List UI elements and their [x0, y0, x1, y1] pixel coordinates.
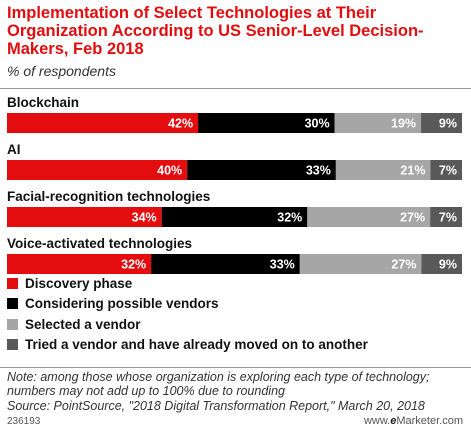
bar-segment: [7, 160, 188, 180]
legend-label: Discovery phase: [25, 275, 133, 291]
data-label: 42%: [168, 117, 193, 131]
brand-link[interactable]: www.eMarketer.com: [364, 415, 463, 427]
legend-label: Tried a vendor and have already moved on…: [25, 337, 368, 353]
category-label: Voice-activated technologies: [7, 236, 192, 251]
category-label: Facial-recognition technologies: [7, 189, 210, 204]
bar-segment: [430, 207, 462, 227]
category-label: Blockchain: [7, 95, 79, 110]
data-label: 27%: [391, 258, 416, 272]
source-text: Source: PointSource, "2018 Digital Trans…: [7, 398, 425, 413]
bottom-divider: [0, 367, 471, 368]
chart-note: Note: among those whose organization is …: [7, 370, 467, 413]
note-text: Note: among those whose organization is …: [7, 370, 430, 399]
bar-segment: [7, 207, 162, 227]
chart-title: Implementation of Select Technologies at…: [7, 4, 424, 58]
data-label: 27%: [400, 211, 425, 225]
stacked-bar-chart: Blockchain 42% 30% 19% 9% AI 40% 33% 21% 7% Facial…: [7, 95, 462, 274]
legend-swatch: [7, 277, 18, 289]
brand-rest: Marketer.com: [396, 415, 463, 427]
chart-id: 236193: [7, 416, 41, 427]
data-label: 33%: [270, 258, 295, 272]
legend-label: Considering possible vendors: [25, 296, 219, 312]
legend-swatch: [7, 339, 18, 351]
bar-segment: [161, 207, 308, 227]
legend-label: Selected a vendor: [25, 316, 141, 332]
legend-swatch: [7, 318, 18, 330]
data-label: 21%: [400, 164, 425, 178]
bar-segment: [7, 113, 199, 133]
legend-item-selected: Selected a vendor: [7, 314, 368, 335]
bar-segment: [307, 207, 431, 227]
data-label: 19%: [391, 117, 416, 131]
bar-segment: [430, 160, 462, 180]
chart-subtitle: % of respondents: [7, 63, 116, 79]
bar-segment: [421, 254, 462, 274]
legend-item-considering: Considering possible vendors: [7, 294, 368, 315]
data-label: 40%: [157, 164, 182, 178]
data-label: 34%: [132, 211, 157, 225]
top-divider: [0, 88, 471, 89]
data-label: 9%: [439, 258, 457, 272]
data-label: 7%: [439, 164, 457, 178]
data-label: 32%: [121, 258, 146, 272]
bar-segment: [421, 113, 462, 133]
bar-segment: [187, 160, 336, 180]
bar-segment: [151, 254, 300, 274]
brand-e: e: [390, 415, 397, 427]
bar-segment: [7, 254, 152, 274]
legend-swatch: [7, 298, 18, 310]
data-label: 32%: [277, 211, 302, 225]
bar-segment: [198, 113, 335, 133]
legend-item-tried-moved-on: Tried a vendor and have already moved on…: [7, 335, 368, 356]
bar-segment: [334, 113, 422, 133]
data-label: 30%: [305, 117, 330, 131]
brand-prefix: www.: [363, 415, 391, 427]
category-label: AI: [7, 142, 21, 157]
data-label: 9%: [439, 117, 457, 131]
data-label: 7%: [439, 211, 457, 225]
legend-item-discovery: Discovery phase: [7, 273, 368, 294]
data-label: 33%: [306, 164, 331, 178]
bar-segment: [299, 254, 422, 274]
legend: Discovery phase Considering possible ven…: [7, 273, 368, 355]
bar-segment: [335, 160, 431, 180]
